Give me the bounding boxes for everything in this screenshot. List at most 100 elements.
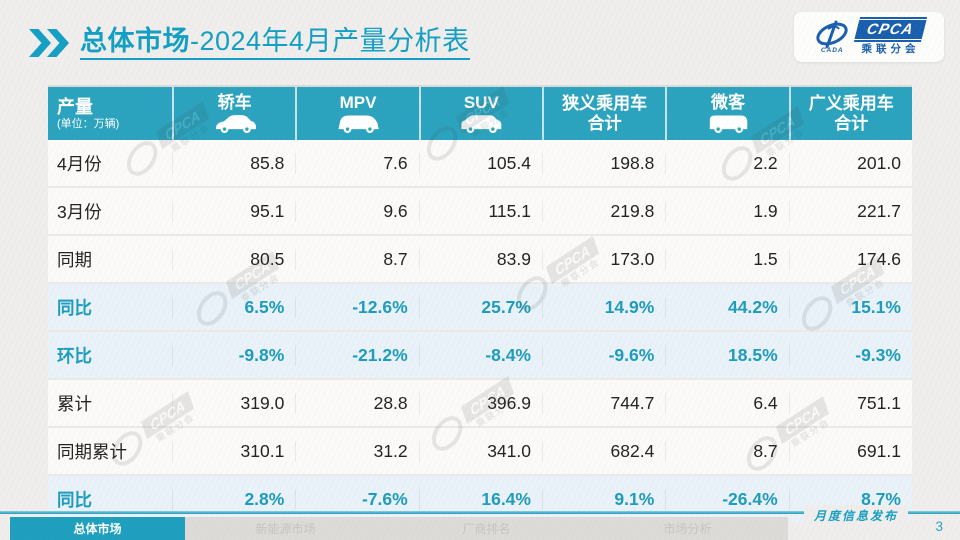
cell-value: -9.3%: [788, 344, 912, 366]
sedan-icon: [215, 115, 256, 134]
cell-value: 105.4: [418, 152, 542, 174]
column-header-pv-broad-total: 广义乘用车 合计: [788, 87, 912, 140]
corner-unit: (单位：万辆): [57, 117, 120, 130]
cell-value: 173.0: [541, 248, 665, 270]
row-label: 4月份: [57, 153, 102, 174]
cpca-brand-sub: 乘联分会: [861, 43, 920, 56]
microvan-icon: [709, 115, 748, 134]
cpca-brand: CPCA: [854, 19, 927, 41]
footer-divider: [0, 511, 960, 514]
cell-value: 18.5%: [665, 344, 788, 366]
cell-value: 751.1: [788, 392, 912, 414]
page-title-rest: -2024年4月产量分析表: [190, 26, 470, 56]
tab-manufacturer-ranking[interactable]: 厂商排名: [386, 517, 587, 540]
cell-value: -9.8%: [172, 344, 295, 366]
column-header-suv: SUV: [418, 87, 542, 140]
cell-value: 744.7: [541, 392, 665, 414]
row-label: 环比: [57, 345, 92, 366]
row-label: 3月份: [57, 201, 102, 222]
cell-value: 319.0: [172, 392, 295, 414]
row-label: 同期累计: [57, 441, 127, 462]
section-tabs: 总体市场 新能源市场 厂商排名 市场分析: [10, 517, 788, 540]
suv-icon: [461, 115, 502, 134]
cell-value: 28.8: [295, 392, 418, 414]
table-row: 3月份 95.1 9.6 115.1 219.8 1.9 221.7: [48, 186, 912, 234]
table-row: 4月份 85.8 7.6 105.4 198.8 2.2 201.0: [48, 140, 912, 186]
cell-value: 221.7: [788, 200, 912, 222]
mpv-icon: [338, 115, 379, 134]
table-row: 同期累计 310.1 31.2 341.0 682.4 8.7 691.1: [48, 426, 912, 474]
cell-value: 2.2: [665, 152, 788, 174]
cell-value: -21.2%: [295, 344, 418, 366]
cell-value: 31.2: [295, 440, 418, 462]
column-header-pv-narrow-total: 狭义乘用车 合计: [541, 87, 665, 140]
table-row: 同比 2.8% -7.6% 16.4% 9.1% -26.4% 8.7%: [48, 474, 912, 522]
cell-value: 310.1: [172, 440, 295, 462]
table-row: 累计 319.0 28.8 396.9 744.7 6.4 751.1: [48, 378, 912, 426]
column-header-microvan: 微客: [665, 87, 788, 140]
table-row: 同期 80.5 8.7 83.9 173.0 1.5 174.6: [48, 234, 912, 282]
table-header: 产量 (单位：万辆) 轿车 MPV SUV: [48, 87, 912, 140]
cell-value: 1.5: [665, 248, 788, 270]
cell-value: 95.1: [172, 200, 295, 222]
cpca-logo: CADA CPCA 乘联分会: [794, 12, 944, 62]
cell-value: 16.4%: [418, 488, 542, 510]
publication-label: 月度信息发布: [803, 505, 908, 526]
cell-value: 9.6: [295, 200, 418, 222]
cell-value: 341.0: [418, 440, 542, 462]
cell-value: -12.6%: [295, 296, 418, 318]
row-label: 同期: [57, 249, 92, 270]
table-body: 4月份 85.8 7.6 105.4 198.8 2.2 201.0 3月份 95.1 9.6 11…: [48, 140, 912, 522]
cell-value: 8.7: [665, 440, 788, 462]
cell-value: 115.1: [418, 200, 542, 222]
tab-market-analysis[interactable]: 市场分析: [587, 517, 788, 540]
cell-value: -9.6%: [541, 344, 665, 366]
cell-value: 8.7: [295, 248, 418, 270]
cpca-wordmark: CPCA 乘联分会: [854, 19, 927, 56]
cell-value: 174.6: [788, 248, 912, 270]
page-number: 3: [935, 519, 943, 534]
column-header-production: 产量 (单位：万辆): [48, 87, 172, 140]
cell-value: -7.6%: [295, 488, 418, 510]
cell-value: 396.9: [418, 392, 542, 414]
cell-value: 2.8%: [172, 488, 295, 510]
tab-overall-market[interactable]: 总体市场: [10, 517, 185, 540]
cell-value: -26.4%: [665, 488, 788, 510]
cell-value: 14.9%: [541, 296, 665, 318]
row-label: 同比: [57, 297, 92, 318]
cell-value: 7.6: [295, 152, 418, 174]
cell-value: 198.8: [541, 152, 665, 174]
cell-value: 6.4: [665, 392, 788, 414]
cell-value: 1.9: [665, 200, 788, 222]
cell-value: 219.8: [541, 200, 665, 222]
row-label: 同比: [57, 489, 92, 510]
column-header-sedan: 轿车: [172, 87, 295, 140]
cell-value: 682.4: [541, 440, 665, 462]
page-title: 总体市场-2024年4月产量分析表: [80, 26, 470, 60]
cell-value: -8.4%: [418, 344, 542, 366]
production-table: 产量 (单位：万辆) 轿车 MPV SUV: [48, 85, 912, 522]
double-chevron-icon: [29, 29, 69, 57]
table-row: 同比 6.5% -12.6% 25.7% 14.9% 44.2% 15.1%: [48, 282, 912, 330]
cell-value: 691.1: [788, 440, 912, 462]
cell-value: 6.5%: [172, 296, 295, 318]
cell-value: 83.9: [418, 248, 542, 270]
page-title-main: 总体市场: [80, 26, 190, 56]
column-header-mpv: MPV: [295, 87, 418, 140]
cell-value: 25.7%: [418, 296, 542, 318]
tab-nev-market[interactable]: 新能源市场: [185, 517, 386, 540]
cell-value: 9.1%: [541, 488, 665, 510]
cell-value: 15.1%: [788, 296, 912, 318]
cell-value: 85.8: [172, 152, 295, 174]
cell-value: 8.7%: [788, 488, 912, 510]
cell-value: 44.2%: [665, 296, 788, 318]
table-row: 环比 -9.8% -21.2% -8.4% -9.6% 18.5% -9.3%: [48, 330, 912, 378]
cell-value: 80.5: [172, 248, 295, 270]
corner-title: 产量: [57, 96, 93, 117]
title-row: 总体市场-2024年4月产量分析表: [28, 26, 470, 60]
row-label: 累计: [57, 393, 92, 414]
cada-label: CADA: [820, 46, 844, 54]
cell-value: 201.0: [788, 152, 912, 174]
cada-swoosh-icon: CADA: [814, 20, 850, 55]
